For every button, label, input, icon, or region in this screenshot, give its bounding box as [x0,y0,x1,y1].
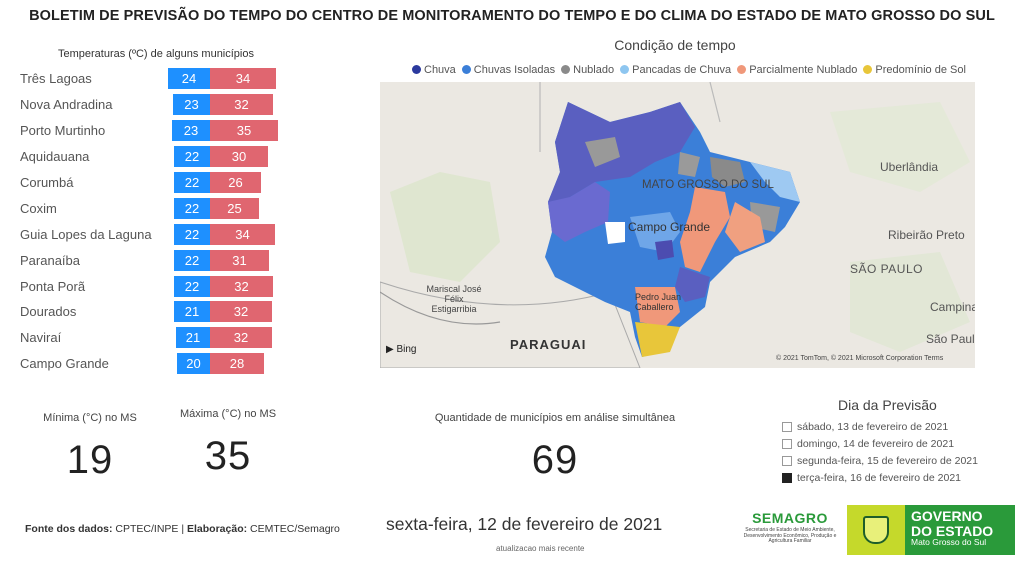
map-label-sao-paulo-state: SÃO PAULO [850,262,923,276]
max-temp-bar[interactable]: 30 [210,146,268,167]
legend-item[interactable]: Chuva [412,64,456,76]
city-label: Nova Andradina [20,97,113,112]
map-label-mariscal: Mariscal José Félix Estigarribia [426,284,482,314]
forecast-day-label: sábado, 13 de fevereiro de 2021 [797,421,949,433]
max-temp-bar[interactable]: 31 [210,250,269,271]
map-label-uberlandia: Uberlândia [880,160,939,174]
legend-label: Pancadas de Chuva [632,64,732,76]
min-label: Mínima (°C) no MS [43,412,137,424]
max-temp-bar[interactable]: 32 [210,94,273,115]
max-temp-bar[interactable]: 34 [210,68,276,89]
legend-label: Chuva [424,64,456,76]
max-temp-bar[interactable]: 35 [210,120,278,141]
min-temp-bar[interactable]: 21 [176,327,210,348]
forecast-day-option[interactable]: segunda-feira, 15 de fevereiro de 2021 [782,455,978,467]
map-canvas[interactable] [380,82,975,368]
map-label-ms: MATO GROSSO DO SUL [642,179,774,191]
checkbox-icon[interactable] [782,456,792,466]
city-label: Porto Murtinho [20,123,106,138]
legend-label: Nublado [573,64,615,76]
min-temp-bar[interactable]: 22 [174,224,210,245]
min-temp-bar[interactable]: 22 [174,250,210,271]
legend-dot-icon [561,65,571,74]
city-label: Naviraí [20,330,62,345]
city-label: Aquidauana [20,149,90,164]
map-label-campo-grande: Campo Grande [628,220,711,234]
checkbox-icon[interactable] [782,422,792,432]
governo-logo: GOVERNO DO ESTADO Mato Grosso do Sul [847,505,1015,555]
city-label: Ponta Porã [20,279,86,294]
report-date: sexta-feira, 12 de fevereiro de 2021 [386,514,663,534]
data-source: Fonte dos dados: CPTEC/INPE | Elaboração… [25,523,340,535]
city-label: Dourados [20,304,77,319]
max-value: 35 [204,434,252,478]
legend-item[interactable]: Chuvas Isoladas [461,64,556,76]
legend-item[interactable]: Predomínio de Sol [863,64,966,76]
legend-label: Predomínio de Sol [875,64,966,76]
forecast-day-label: terça-feira, 16 de fevereiro de 2021 [797,472,962,484]
count-label: Quantidade de municípios em análise simu… [434,412,676,424]
map-label-ribeirao-preto: Ribeirão Preto [888,228,965,242]
max-temp-bar[interactable]: 34 [210,224,275,245]
legend-item[interactable]: Pancadas de Chuva [620,64,731,76]
min-temp-bar[interactable]: 22 [174,146,210,167]
map-label-pedro-juan: Pedro Juan Caballero [635,292,682,312]
map-label-sao-paulo: São Paulo [926,332,975,346]
legend-dot-icon [863,65,873,74]
forecast-day-option[interactable]: sábado, 13 de fevereiro de 2021 [782,421,948,433]
checkbox-icon[interactable] [782,473,792,483]
forecast-day-label: segunda-feira, 15 de fevereiro de 2021 [797,455,978,467]
semagro-logo: SEMAGRO Secretaria de Estado de Meio Amb… [743,510,837,544]
map-legend: Chuva Chuvas Isoladas Nublado Pancadas de C… [412,64,966,76]
city-label: Corumbá [20,175,74,190]
legend-dot-icon [620,65,630,74]
forecast-day-title: Dia da Previsão [838,397,937,413]
min-temp-bar[interactable]: 24 [168,68,210,89]
legend-item[interactable]: Nublado [561,64,614,76]
checkbox-icon[interactable] [782,439,792,449]
min-value: 19 [66,438,114,482]
min-temp-bar[interactable]: 23 [173,94,210,115]
forecast-day-option[interactable]: terça-feira, 16 de fevereiro de 2021 [782,472,961,484]
min-temp-bar[interactable]: 20 [177,353,210,374]
bing-logo: ▶ Bing [386,344,417,355]
ms-flag-icon [847,505,905,555]
temperatures-header: Temperaturas (ºC) de alguns municípios [58,48,254,60]
max-temp-bar[interactable]: 26 [210,172,261,193]
min-temp-bar[interactable]: 22 [174,172,210,193]
forecast-day-label: domingo, 14 de fevereiro de 2021 [797,438,955,450]
legend-dot-icon [461,65,471,74]
min-temp-bar[interactable]: 22 [174,276,210,297]
weather-map[interactable]: MATO GROSSO DO SUL Campo Grande Uberlând… [380,82,975,368]
page-title: BOLETIM DE PREVISÃO DO TEMPO DO CENTRO D… [29,8,995,24]
city-label: Guia Lopes da Laguna [20,227,152,242]
map-copyright: © 2021 TomTom, © 2021 Microsoft Corporat… [776,355,944,362]
forecast-day-option[interactable]: domingo, 14 de fevereiro de 2021 [782,438,954,450]
legend-dot-icon [737,65,747,74]
max-temp-bar[interactable]: 32 [210,301,272,322]
legend-label: Chuvas Isoladas [473,64,556,76]
min-temp-bar[interactable]: 22 [174,198,210,219]
map-title: Condição de tempo [614,37,736,53]
map-label-campinas: Campina [930,300,975,314]
min-temp-bar[interactable]: 21 [174,301,210,322]
max-label: Máxima (°C) no MS [179,408,277,420]
max-temp-bar[interactable]: 25 [210,198,259,219]
max-temp-bar[interactable]: 28 [210,353,264,374]
min-temp-bar[interactable]: 23 [172,120,210,141]
map-label-paraguai: PARAGUAI [510,337,587,352]
legend-label: Parcialmente Nublado [749,64,858,76]
legend-item[interactable]: Parcialmente Nublado [737,64,857,76]
max-temp-bar[interactable]: 32 [210,276,273,297]
count-value: 69 [531,438,579,482]
city-label: Coxim [20,201,57,216]
city-label: Três Lagoas [20,71,92,86]
city-label: Paranaíba [20,253,80,268]
city-label: Campo Grande [20,356,109,371]
max-temp-bar[interactable]: 32 [210,327,272,348]
legend-dot-icon [412,65,421,74]
updated-label: atualizacao mais recente [496,544,585,553]
